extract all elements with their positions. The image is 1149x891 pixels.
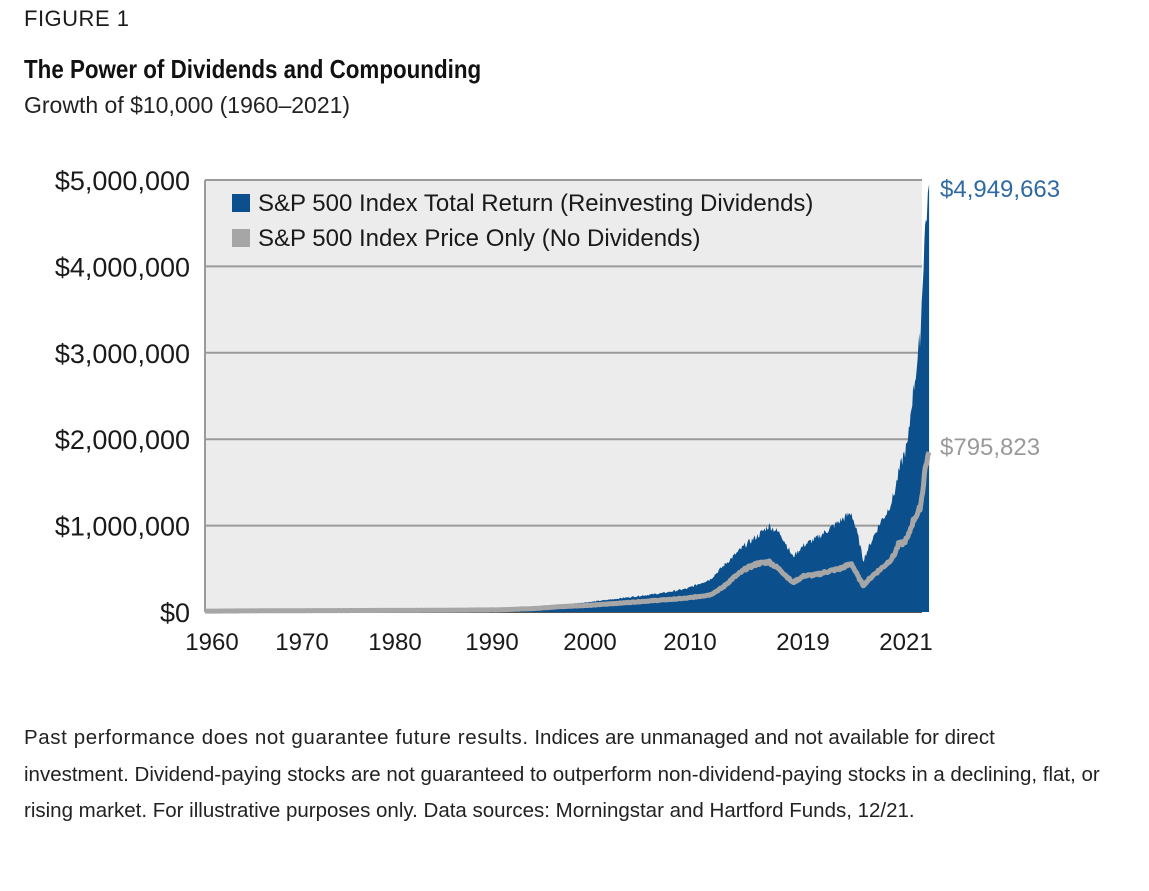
x-tick-label: 1980 <box>368 629 421 656</box>
x-tick-label: 2021 <box>879 629 932 656</box>
footnote-disclaimer: Past performance does not guarantee futu… <box>24 726 529 749</box>
x-tick-label: 1960 <box>185 629 238 656</box>
legend-swatch-total <box>232 194 250 212</box>
y-axis-ticks: $0 $1,000,000 $2,000,000 $3,000,000 $4,000,0… <box>55 166 190 628</box>
chart-subtitle: Growth of $10,000 (1960–2021) <box>24 92 351 118</box>
x-tick-label: 2019 <box>776 629 829 656</box>
y-tick-label: $5,000,000 <box>55 166 190 196</box>
y-tick-label: $0 <box>160 598 190 628</box>
y-tick-label: $4,000,000 <box>55 252 190 282</box>
legend: S&P 500 Index Total Return (Reinvesting … <box>232 190 813 252</box>
y-tick-label: $2,000,000 <box>55 425 190 455</box>
x-tick-label: 2000 <box>563 629 616 656</box>
legend-label-total: S&P 500 Index Total Return (Reinvesting … <box>258 190 813 217</box>
x-tick-label: 1990 <box>465 629 518 656</box>
y-tick-label: $1,000,000 <box>55 512 190 542</box>
chart-title: The Power of Dividends and Compounding <box>24 54 482 84</box>
x-tick-label: 1970 <box>275 629 328 656</box>
legend-label-price: S&P 500 Index Price Only (No Dividends) <box>258 225 700 252</box>
legend-swatch-price <box>232 229 250 247</box>
end-label-total: $4,949,663 <box>940 176 1060 203</box>
x-axis-ticks: 1960 1970 1980 1990 2000 2010 2019 2021 <box>185 629 932 656</box>
x-tick-label: 2010 <box>663 629 716 656</box>
end-labels: $4,949,663 $795,823 <box>940 176 1060 461</box>
price-only-line <box>203 451 932 614</box>
end-label-price: $795,823 <box>940 434 1040 461</box>
footnote: Past performance does not guarantee futu… <box>24 720 1104 830</box>
plot-background <box>205 180 922 612</box>
chart: $0 $1,000,000 $2,000,000 $3,000,000 $4,000,0… <box>55 166 1060 656</box>
figure-label: FIGURE 1 <box>24 6 130 31</box>
y-tick-label: $3,000,000 <box>55 339 190 369</box>
footnote-text: Indices are unmanaged and not available … <box>24 726 1100 822</box>
